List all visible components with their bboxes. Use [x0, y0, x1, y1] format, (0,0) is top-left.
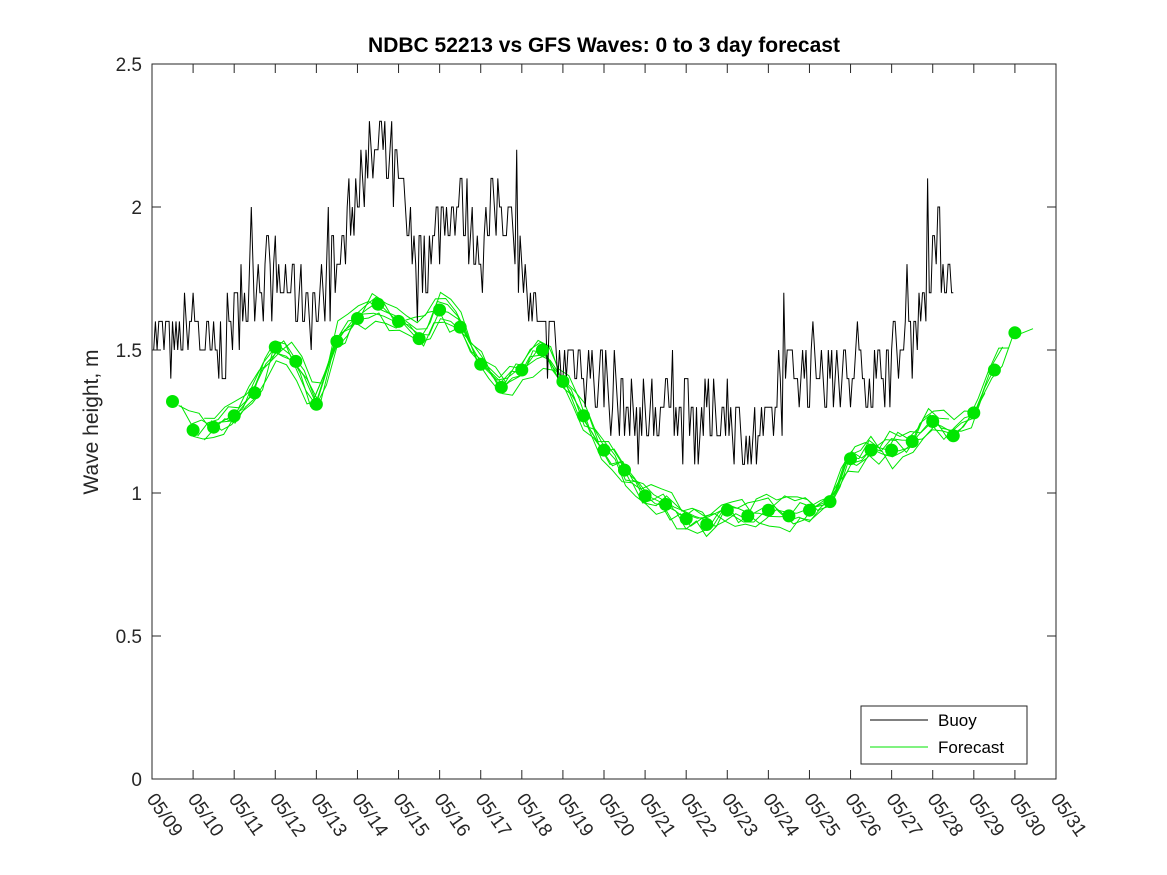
- forecast-point: [494, 380, 508, 394]
- forecast-point: [720, 503, 734, 517]
- forecast-point: [803, 503, 816, 517]
- forecast-point: [474, 357, 488, 371]
- forecast-point: [309, 397, 323, 411]
- forecast-point: [330, 334, 344, 348]
- chart-title: NDBC 52213 vs GFS Waves: 0 to 3 day fore…: [368, 34, 840, 57]
- forecast-point: [679, 512, 693, 526]
- forecast-point: [515, 363, 529, 377]
- y-tick-label: 2: [131, 198, 142, 219]
- forecast-point: [577, 409, 590, 423]
- forecast-run-line: [178, 297, 950, 528]
- forecast-point: [741, 509, 755, 523]
- forecast-point: [351, 312, 364, 325]
- y-tick-label: 1.5: [116, 341, 142, 362]
- forecast-point: [905, 435, 919, 448]
- forecast-point: [885, 443, 899, 457]
- forecast-point: [967, 406, 981, 420]
- forecast-point: [1008, 326, 1022, 340]
- y-tick-label: 0: [131, 770, 142, 791]
- forecast-point: [412, 332, 426, 346]
- forecast-point: [556, 375, 570, 388]
- legend-forecast-label: Forecast: [938, 738, 1004, 757]
- forecast-point: [761, 503, 775, 517]
- forecast-point: [987, 363, 1001, 377]
- forecast-point: [433, 303, 447, 317]
- forecast-point: [700, 518, 714, 531]
- y-tick-label: 0.5: [116, 627, 142, 648]
- forecast-point: [166, 395, 179, 408]
- forecast-point: [823, 495, 837, 509]
- legend: Buoy Forecast: [860, 705, 1028, 765]
- forecast-point: [659, 497, 673, 511]
- forecast-point: [926, 415, 940, 428]
- forecast-point: [864, 443, 878, 457]
- y-tick-label: 2.5: [116, 55, 142, 76]
- forecast-point: [782, 509, 796, 523]
- forecast-point: [844, 452, 857, 466]
- forecast-point: [597, 443, 611, 457]
- buoy-series: [152, 120, 954, 465]
- y-axis: 0 0.5 1 1.5 2 2.5: [116, 55, 1056, 791]
- forecast-point: [638, 489, 652, 503]
- forecast-point: [227, 409, 241, 423]
- legend-buoy-label: Buoy: [938, 711, 977, 730]
- y-axis-label: Wave height, m: [80, 349, 103, 494]
- y-tick-label: 1: [131, 484, 142, 505]
- forecast-point: [207, 420, 221, 434]
- legend-box: [860, 705, 1028, 765]
- forecast-point: [392, 314, 405, 328]
- forecast-series: [166, 297, 1022, 531]
- forecast-point: [371, 297, 385, 311]
- forecast-point: [186, 423, 200, 437]
- forecast-point: [618, 463, 631, 477]
- buoy-line: [152, 120, 954, 465]
- forecast-point: [268, 340, 282, 354]
- forecast-point: [248, 386, 262, 400]
- forecast-point: [289, 354, 303, 368]
- forecast-point: [946, 429, 960, 443]
- forecast-point: [535, 343, 549, 357]
- forecast-point: [453, 320, 467, 334]
